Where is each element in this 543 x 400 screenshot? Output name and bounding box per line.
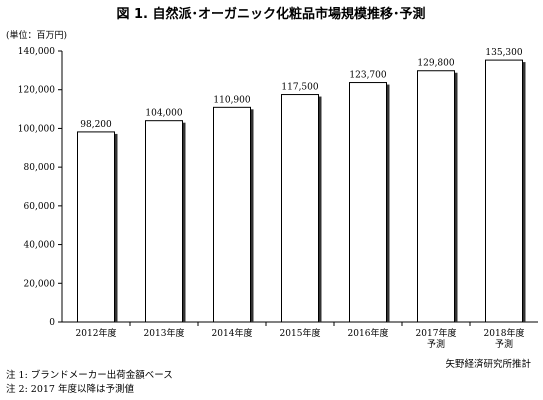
bar-value-label: 123,700 [349,71,386,81]
y-tick-label: 140,000 [18,47,55,57]
x-tick-label: 予測 [427,338,445,350]
x-tick-label: 2014年度 [212,327,253,339]
y-tick-label: 20,000 [24,279,56,289]
x-tick-label: 予測 [495,338,513,350]
bar [77,131,115,323]
y-tick-label: 40,000 [24,241,56,251]
x-tick-label: 2017年度 [416,327,457,339]
x-tick-label: 2013年度 [144,327,185,339]
y-tick-label: 0 [49,318,55,328]
bar [349,82,387,323]
bar-value-label: 104,000 [145,109,182,119]
source-note: 矢野経済研究所推計 [445,359,531,370]
x-tick-label: 2016年度 [348,327,389,339]
footnote-2: 注 2: 2017 年度以降は予測値 [6,384,134,395]
y-axis-unit-label: (単位：百万円) [6,29,67,41]
bar [417,70,455,323]
bar [145,120,183,323]
chart-title: 図 1. 自然派･オーガニック化粧品市場規模推移･予測 [116,6,425,22]
y-tick-label: 100,000 [18,124,55,134]
footnote-1: 注 1: ブランドメーカー出荷金額ベース [6,370,173,381]
y-tick-label: 80,000 [24,163,56,173]
bar-value-label: 110,900 [213,95,250,105]
y-tick-label: 120,000 [18,86,55,96]
x-tick-label: 2012年度 [76,327,117,339]
bar-value-label: 135,300 [485,48,522,58]
bar-value-label: 98,200 [80,120,112,130]
bar-value-label: 117,500 [281,83,318,93]
bar-value-label: 129,800 [417,59,454,69]
y-tick-label: 60,000 [24,202,56,212]
plot-area: 0 20,000 40,000 60,000 80,000 100,000 120,000 1… [18,47,538,350]
bar [281,94,319,323]
bar [213,106,251,323]
x-tick-label: 2015年度 [280,327,321,339]
bar [485,59,523,323]
x-tick-label: 2018年度 [484,327,525,339]
